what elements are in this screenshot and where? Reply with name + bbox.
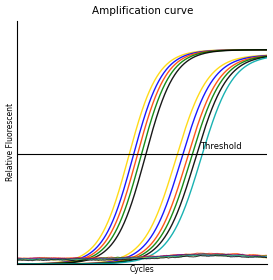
Text: Threshold: Threshold	[200, 142, 242, 151]
Y-axis label: Relative Fluorescent: Relative Fluorescent	[5, 103, 14, 181]
Title: Amplification curve: Amplification curve	[92, 6, 193, 16]
X-axis label: Cycles: Cycles	[130, 265, 155, 274]
